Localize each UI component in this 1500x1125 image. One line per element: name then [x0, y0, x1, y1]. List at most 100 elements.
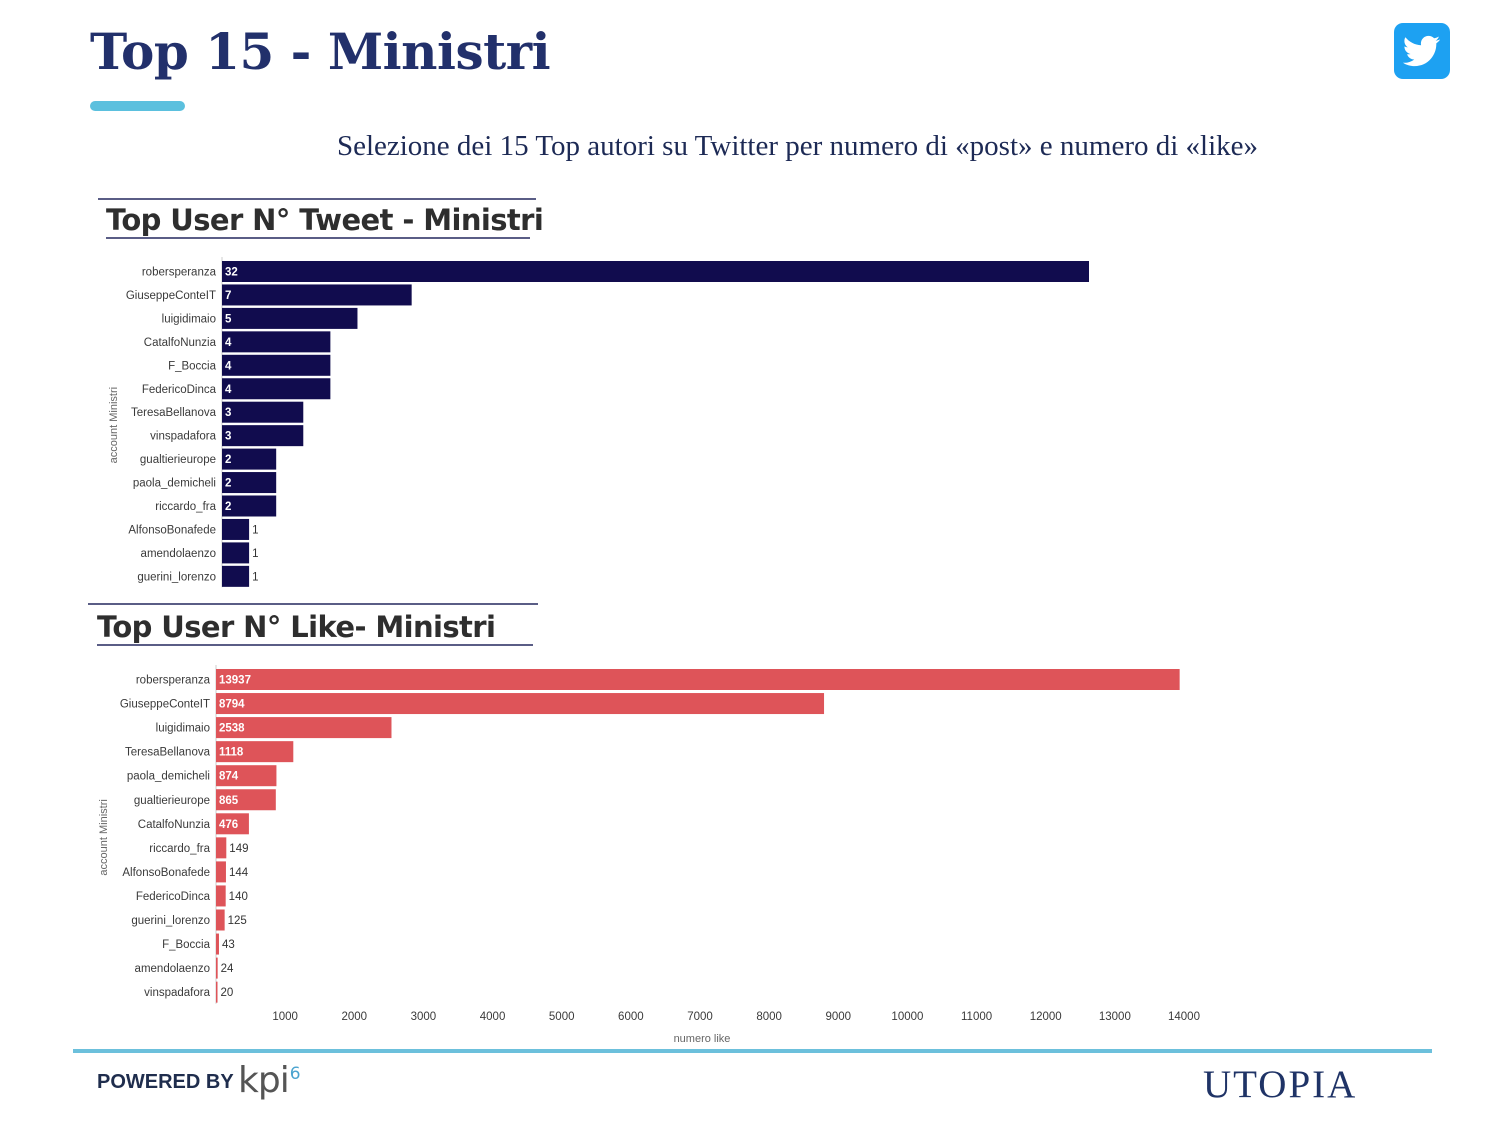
like-bar	[216, 669, 1180, 690]
like-x-tick-label: 14000	[1168, 1011, 1200, 1023]
tweet-category-label: FedericoDinca	[142, 384, 217, 396]
tweet-category-label: paola_demicheli	[133, 478, 216, 490]
like-y-axis-title: account Ministri	[98, 799, 110, 875]
like-category-label: paola_demicheli	[127, 771, 210, 783]
tweet-bar	[222, 284, 412, 306]
like-x-tick-label: 1000	[272, 1011, 298, 1023]
tweet-bar	[222, 378, 331, 400]
tweet-category-label: CatalfoNunzia	[144, 337, 217, 349]
like-x-tick-label: 7000	[687, 1011, 713, 1023]
tweet-chart-bottom-rule	[106, 237, 530, 239]
like-data-label: 140	[229, 891, 248, 903]
page-title: Top 15 - Ministri	[90, 22, 551, 81]
like-x-tick-label: 8000	[756, 1011, 782, 1023]
page-subtitle: Selezione dei 15 Top autori su Twitter p…	[336, 130, 1259, 162]
like-data-label: 43	[222, 939, 235, 951]
tweet-category-label: luigidimaio	[162, 313, 216, 325]
like-category-label: GiuseppeConteIT	[120, 699, 210, 711]
like-category-label: FedericoDinca	[136, 891, 211, 903]
tweet-bar	[222, 261, 1089, 282]
tweet-bar	[222, 401, 304, 423]
tweet-data-label: 4	[225, 360, 232, 372]
tweet-data-label: 1	[252, 524, 258, 536]
powered-by-label: POWERED BY	[97, 1071, 234, 1093]
tweet-bar	[222, 354, 331, 376]
like-category-label: vinspadafora	[144, 987, 210, 999]
tweet-chart-top-rule	[98, 198, 536, 200]
like-chart-top-rule	[88, 603, 538, 605]
like-x-tick-label: 5000	[549, 1011, 575, 1023]
like-data-label: 2538	[219, 723, 245, 735]
like-bar	[216, 957, 218, 979]
tweet-bar	[222, 472, 277, 494]
tweet-bar	[222, 565, 250, 587]
like-data-label: 20	[221, 987, 234, 999]
like-bar	[216, 813, 249, 835]
tweet-data-label: 1	[252, 548, 258, 560]
like-data-label: 865	[219, 795, 239, 807]
like-data-label: 8794	[219, 699, 245, 711]
footer-divider	[73, 1049, 1432, 1053]
tweet-bar	[222, 307, 358, 329]
like-data-label: 144	[229, 867, 249, 879]
tweet-data-label: 32	[225, 267, 238, 279]
tweet-category-label: TeresaBellanova	[131, 407, 217, 419]
tweet-data-label: 2	[225, 454, 231, 466]
like-bar	[216, 909, 225, 931]
tweet-bar	[222, 331, 331, 353]
tweet-bar	[222, 542, 250, 564]
like-x-tick-label: 13000	[1099, 1011, 1131, 1023]
tweet-data-label: 5	[225, 313, 232, 325]
like-bar	[216, 837, 227, 859]
tweet-bar	[222, 495, 277, 517]
like-data-label: 125	[228, 915, 247, 927]
like-x-tick-label: 12000	[1030, 1011, 1062, 1023]
tweet-category-label: robersperanza	[142, 267, 217, 279]
twitter-icon	[1394, 23, 1450, 79]
like-x-tick-label: 4000	[480, 1011, 506, 1023]
like-category-label: TeresaBellanova	[125, 747, 211, 759]
tweet-data-label: 4	[225, 337, 232, 349]
like-bar	[216, 981, 218, 1003]
tweet-y-axis-title: account Ministri	[108, 387, 120, 463]
tweet-data-label: 3	[225, 431, 231, 443]
tweet-data-label: 1	[252, 571, 258, 583]
like-chart-bottom-rule	[97, 644, 533, 646]
kpi-logo: kpi6	[238, 1060, 301, 1101]
tweet-category-label: GiuseppeConteIT	[126, 290, 216, 302]
tweet-data-label: 3	[225, 407, 231, 419]
tweet-data-label: 4	[225, 384, 232, 396]
like-bar	[216, 933, 219, 955]
like-category-label: riccardo_fra	[149, 843, 210, 855]
like-x-tick-label: 6000	[618, 1011, 644, 1023]
like-category-label: F_Boccia	[162, 939, 211, 951]
tweet-category-label: gualtierieurope	[140, 454, 216, 466]
like-category-label: gualtierieurope	[134, 795, 210, 807]
tweet-category-label: AlfonsoBonafede	[128, 524, 216, 536]
like-category-label: amendolaenzo	[135, 963, 210, 975]
tweet-category-label: riccardo_fra	[155, 501, 216, 513]
like-bar	[216, 885, 226, 907]
like-bar	[216, 741, 294, 763]
like-bar	[216, 789, 276, 811]
like-x-tick-label: 2000	[341, 1011, 367, 1023]
tweet-chart-title: Top User N° Tweet - Ministri	[106, 203, 544, 237]
tweet-category-label: guerini_lorenzo	[137, 571, 216, 583]
tweet-data-label: 2	[225, 501, 231, 513]
kpi-logo-text: kpi	[238, 1060, 290, 1101]
like-bar	[216, 717, 392, 739]
utopia-logo: UTOPIA	[1203, 1063, 1358, 1106]
like-x-tick-label: 11000	[961, 1011, 992, 1023]
like-category-label: AlfonsoBonafede	[122, 867, 210, 879]
tweet-bar	[222, 518, 250, 540]
like-data-label: 13937	[219, 675, 251, 687]
like-data-label: 24	[221, 963, 234, 975]
tweet-category-label: vinspadafora	[150, 431, 216, 443]
like-bar	[216, 861, 226, 883]
like-category-label: guerini_lorenzo	[131, 915, 210, 927]
kpi-logo-sup: 6	[289, 1064, 301, 1084]
like-data-label: 476	[219, 819, 238, 831]
like-data-label: 149	[229, 843, 248, 855]
